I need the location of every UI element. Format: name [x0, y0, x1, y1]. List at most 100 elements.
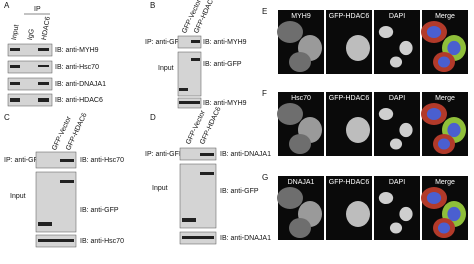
blot-label: IB: anti-MYH9	[203, 100, 247, 107]
channel-label: GFP-HDAC6	[329, 179, 370, 186]
cell	[346, 201, 370, 227]
blot-label: IB: anti-GFP	[220, 188, 259, 195]
blot-label: IB: anti-MYH9	[203, 39, 247, 46]
nucleus	[378, 25, 394, 39]
band	[10, 82, 20, 85]
panel-label: E	[262, 7, 267, 16]
nucleus	[437, 56, 451, 68]
nucleus	[378, 107, 394, 121]
channel-label: DNAJA1	[288, 179, 315, 186]
band	[191, 40, 200, 43]
nucleus	[447, 122, 461, 138]
channel-label: Merge	[435, 95, 455, 102]
band	[38, 48, 49, 51]
nucleus	[437, 222, 451, 234]
band	[10, 98, 20, 102]
channel-label: DAPI	[389, 179, 405, 186]
blot-label: IB: anti-DNAJA1	[55, 81, 106, 88]
blot-label: IB: anti-HDAC6	[55, 97, 103, 104]
band	[60, 180, 74, 183]
cell	[289, 52, 311, 72]
blot	[7, 93, 53, 107]
cell	[289, 218, 311, 238]
band	[182, 236, 214, 239]
blot	[7, 60, 53, 74]
channel-label: Hsc70	[291, 95, 311, 102]
channel-label: Merge	[435, 179, 455, 186]
microscopy: E MYH9 GFP-HDAC6 DAPI Merge F Hsc70 GFP-HDAC6 DA…	[262, 7, 468, 240]
input-label: Input	[10, 193, 26, 200]
panel-label: F	[262, 89, 267, 98]
band	[200, 153, 214, 156]
lane-label: HDAC6	[41, 16, 52, 41]
band	[10, 48, 20, 51]
panel-label: D	[150, 113, 156, 122]
nucleus	[389, 138, 403, 150]
nucleus	[389, 56, 403, 68]
lane-label: Input	[11, 24, 21, 41]
blot-group	[7, 43, 53, 107]
channel-label: DAPI	[389, 95, 405, 102]
ip-label: IP: anti-GFP	[145, 151, 184, 158]
blot	[7, 43, 53, 57]
ip-label: IP: anti-GFP	[4, 157, 43, 164]
cell	[346, 117, 370, 143]
channel-label: GFP-HDAC6	[329, 95, 370, 102]
blot-label: IB: anti-DNAJA1	[220, 151, 271, 158]
cell	[346, 35, 370, 61]
nucleus	[447, 206, 461, 222]
band	[60, 159, 74, 162]
nucleus	[378, 191, 394, 205]
blot-label: IB: anti-GFP	[203, 61, 242, 68]
blot	[35, 151, 77, 169]
blot	[7, 77, 53, 91]
nucleus	[389, 222, 403, 234]
nucleus	[437, 138, 451, 150]
band	[38, 98, 49, 102]
channel-label: Merge	[435, 13, 455, 20]
channel-label: GFP-HDAC6	[329, 13, 370, 20]
band	[182, 218, 196, 222]
panel-label: B	[150, 1, 155, 10]
nucleus	[399, 206, 413, 222]
input-label: Input	[152, 185, 168, 192]
blot	[177, 35, 202, 49]
panel-label: G	[262, 173, 268, 182]
blot-label: IB: anti-GFP	[80, 207, 119, 214]
channel-label: DAPI	[389, 13, 405, 20]
ip-label: IP: anti-GFP	[145, 39, 184, 46]
panel-label: A	[4, 1, 10, 10]
cell	[277, 103, 303, 125]
blot-label: IB: anti-Hsc70	[80, 238, 124, 245]
nucleus	[426, 191, 442, 205]
lane-label: IgG	[27, 28, 36, 40]
band	[179, 101, 200, 104]
band	[38, 65, 49, 67]
blot-label: IB: anti-DNAJA1	[220, 235, 271, 242]
band	[10, 65, 20, 68]
blot-label: IB: anti-MYH9	[55, 47, 99, 54]
cell	[277, 187, 303, 209]
blot-label: IB: anti-Hsc70	[80, 157, 124, 164]
band	[179, 88, 188, 91]
band	[38, 82, 49, 85]
band	[38, 222, 52, 226]
blot	[179, 147, 217, 161]
nucleus	[399, 40, 413, 56]
band	[38, 239, 74, 242]
cell	[289, 134, 311, 154]
nucleus	[426, 107, 442, 121]
nucleus	[426, 25, 442, 39]
band	[200, 172, 214, 175]
cell	[277, 21, 303, 43]
blot	[177, 51, 202, 97]
ip-header: IP	[34, 6, 41, 13]
input-label: Input	[158, 65, 174, 72]
panel-label: C	[4, 113, 10, 122]
nucleus	[447, 40, 461, 56]
channel-label: MYH9	[291, 13, 311, 20]
blot-label: IB: anti-Hsc70	[55, 64, 99, 71]
nucleus	[399, 122, 413, 138]
band	[191, 58, 200, 61]
